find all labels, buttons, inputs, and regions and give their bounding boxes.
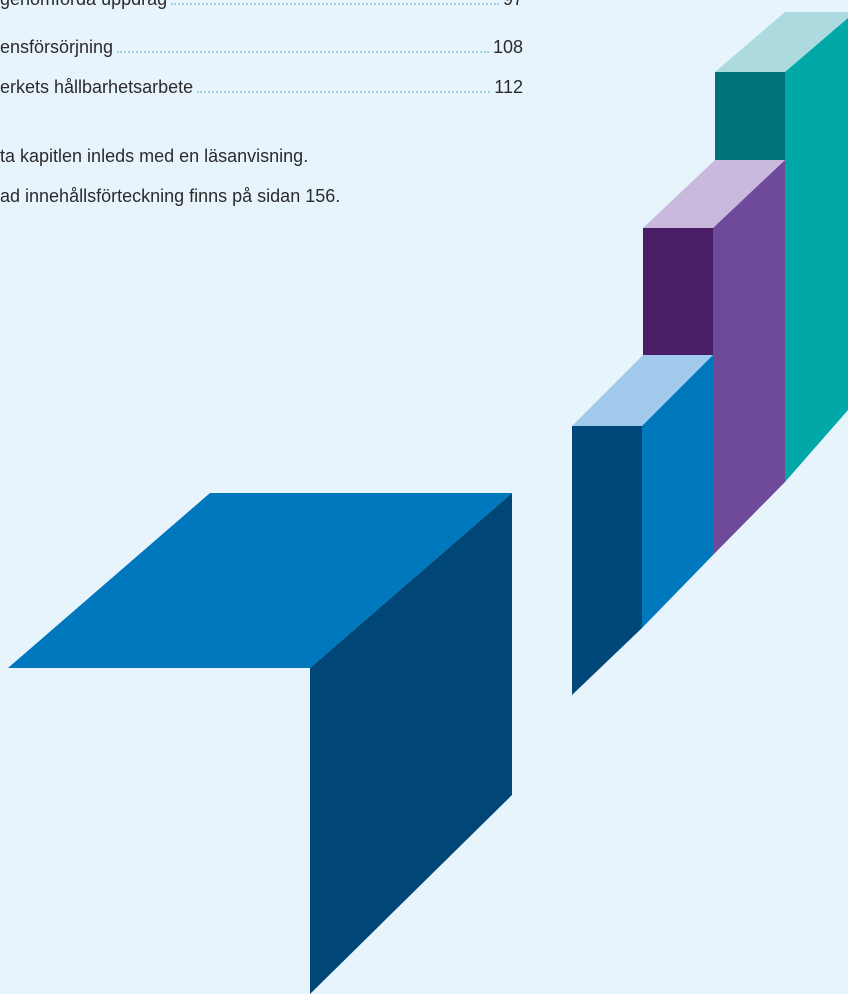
leader xyxy=(171,3,499,5)
toc-title: ensförsörjning xyxy=(0,37,114,57)
toc-row: genomförda uppdrag 97 xyxy=(0,0,523,10)
toc-title: genomförda uppdrag xyxy=(0,0,167,10)
tall-side xyxy=(785,18,848,482)
leader xyxy=(197,91,491,93)
toc-page: 108 xyxy=(492,37,523,57)
low-side xyxy=(642,355,713,628)
block-side xyxy=(310,493,512,994)
note: ta kapitlen inleds med en läsanvisning. xyxy=(0,146,309,166)
tall-front xyxy=(715,72,785,160)
block-top xyxy=(8,493,512,668)
note: ad innehållsförteckning finns på sidan 1… xyxy=(0,186,341,206)
tall-top xyxy=(715,12,848,72)
toc-title: erkets hållbarhetsarbete xyxy=(0,77,194,97)
mid-top xyxy=(643,160,785,228)
mid-side xyxy=(713,160,785,555)
low-top xyxy=(572,355,713,426)
leader xyxy=(117,51,489,53)
toc-page: 112 xyxy=(494,77,523,97)
mid-front xyxy=(643,228,713,355)
toc-page: 97 xyxy=(503,0,523,10)
toc-row: ensförsörjning 108 xyxy=(0,34,523,58)
toc-row: erkets hållbarhetsarbete 112 xyxy=(0,74,523,98)
low-front xyxy=(572,426,642,695)
